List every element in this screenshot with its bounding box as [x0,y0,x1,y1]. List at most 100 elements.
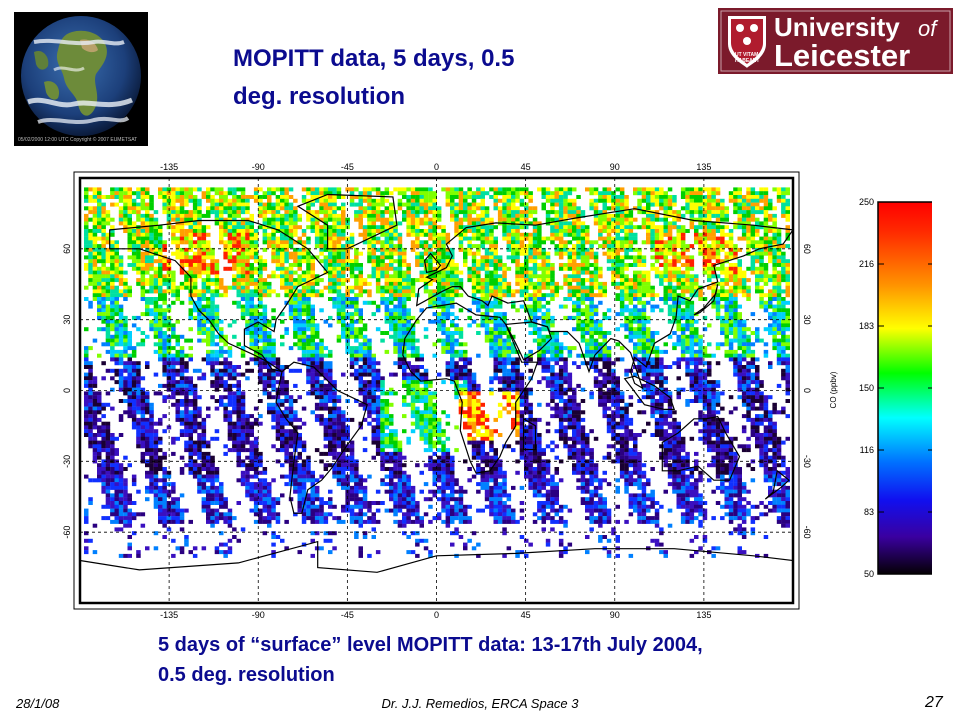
co-cell [140,274,146,279]
co-cell [375,187,381,192]
co-cell [676,236,681,241]
co-cell [110,202,115,207]
co-cell [206,232,211,237]
co-cell [685,342,690,347]
co-cell [240,278,246,283]
co-cell [428,244,433,249]
co-cell [110,240,115,245]
co-cell [223,232,228,237]
co-cell [306,308,311,313]
co-cell [88,259,93,264]
co-cell [179,229,185,233]
co-cell [659,240,664,245]
co-cell [184,274,189,279]
co-cell [140,289,146,294]
co-cell [306,213,311,218]
co-cell [140,187,146,192]
co-cell [145,300,150,305]
co-cell [685,300,690,305]
co-cell [663,221,668,226]
co-cell [680,327,686,332]
co-cell [506,349,512,354]
co-cell [123,195,128,199]
co-cell [741,225,747,230]
co-cell [140,270,146,275]
co-cell [358,334,363,339]
co-cell [397,251,403,256]
co-cell [737,210,742,215]
co-cell [654,217,660,222]
co-cell [532,270,538,275]
co-cell [223,229,228,233]
co-cell [253,244,259,249]
co-cell [275,266,281,271]
co-cell [641,331,647,335]
co-cell [702,263,708,267]
co-cell [101,240,106,245]
co-cell [698,251,703,256]
co-cell [310,263,315,267]
co-cell [667,308,673,313]
co-cell [628,327,634,332]
co-cell [118,338,124,343]
co-cell [763,349,769,354]
co-cell [589,247,594,252]
co-cell [772,187,777,192]
co-cell [484,289,490,294]
co-cell [598,323,603,328]
co-cell [406,198,411,203]
co-cell [781,206,786,211]
co-cell [249,300,254,305]
co-cell [733,195,738,199]
co-cell [253,255,259,260]
co-cell [785,285,790,290]
co-cell [733,331,738,335]
co-cell [319,278,324,283]
co-cell [694,191,699,196]
co-cell [145,297,150,301]
co-cell [707,221,712,226]
co-cell [158,349,163,354]
co-cell [558,346,564,351]
co-cell [336,319,342,324]
co-cell [737,327,742,332]
co-cell [410,229,416,233]
co-cell [323,210,329,215]
co-cell [545,315,551,320]
co-cell [110,255,115,260]
co-cell [537,334,542,339]
co-cell [445,304,451,309]
co-cell [131,229,137,233]
co-cell [258,349,263,354]
co-cell [676,251,681,256]
co-cell [88,232,93,237]
co-cell [659,251,664,256]
co-cell [646,289,651,294]
co-cell [280,319,285,324]
co-cell [406,308,411,313]
co-cell [550,225,555,230]
co-cell [188,247,193,252]
co-cell [580,225,586,230]
co-cell [772,293,777,298]
co-cell [633,255,638,260]
co-cell [328,206,333,211]
co-cell [689,266,695,271]
co-cell [179,346,185,351]
co-cell [123,270,128,275]
co-cell [354,327,359,332]
co-cell [698,349,703,354]
co-cell [445,281,451,286]
co-cell [262,315,268,320]
co-cell [497,198,503,203]
co-cell [375,191,381,196]
co-cell [476,274,481,279]
co-cell [633,342,638,347]
co-cell [532,259,538,264]
co-cell [84,198,89,203]
co-cell [310,229,315,233]
co-cell [702,187,708,192]
co-cell [406,293,411,298]
co-cell [489,240,494,245]
co-cell [576,319,581,324]
